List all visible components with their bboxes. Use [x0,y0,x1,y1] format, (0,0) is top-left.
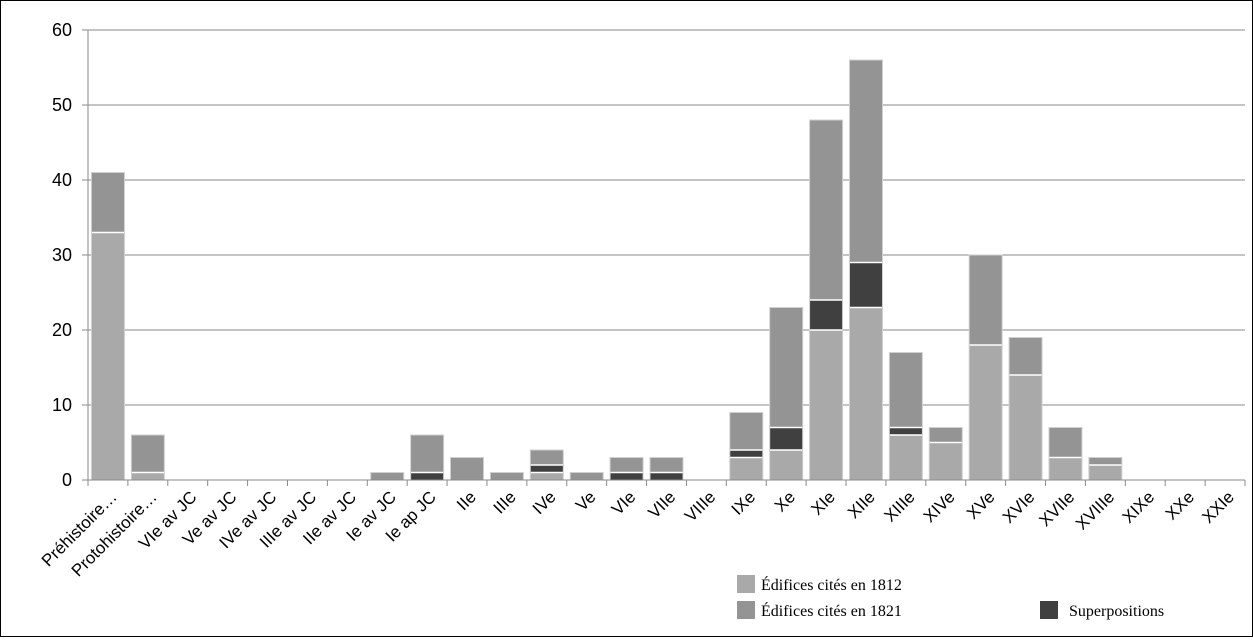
bar-segment [849,60,883,263]
bar-segment [410,472,444,480]
bar-segment [929,427,963,443]
bar-segment [769,307,803,428]
legend-swatch-1821 [737,601,755,619]
bar-segment [530,450,564,465]
bar-segment [849,262,883,308]
y-tick-label: 10 [52,395,72,415]
y-tick-labels: 0 10 20 30 40 50 60 [52,20,72,490]
bar-segment [610,457,644,473]
bar-segment [530,465,564,473]
y-tick-label: 50 [52,95,72,115]
legend-label-1821: Édifices cités en 1821 [761,601,902,620]
bar-segment [610,472,644,480]
bar-segment [1088,465,1122,480]
legend-swatch-superpositions [1040,601,1058,619]
bar-segment [889,427,923,435]
bar-segment [1048,457,1082,480]
bar-segment [91,232,125,480]
y-tick-label: 0 [62,470,72,490]
bar-segment [650,457,683,473]
y-tick-label: 60 [52,20,72,40]
bar-segment [410,435,444,473]
bar-segment [450,457,484,480]
bar-segment [91,172,125,233]
bar-segment [809,330,843,480]
bar-segment [1088,457,1122,465]
legend: Édifices cités en 1812 Édifices cités en… [737,575,1164,620]
bar-segment [809,300,843,330]
bar-segment [969,345,1003,480]
bar-segment [729,457,763,480]
bar-segment [969,255,1003,345]
bar-segment [1009,375,1043,480]
bar-segment [889,435,923,480]
bar-segment [769,450,803,480]
bar-segment [809,120,843,300]
bar-segment [131,435,165,473]
bar-segment [849,307,883,480]
legend-swatch-1812 [737,575,755,593]
y-tick-label: 40 [52,170,72,190]
legend-label-1812: Édifices cités en 1812 [761,575,902,594]
bar-segment [370,472,404,480]
gridlines [88,29,1245,406]
bar-segment [131,472,165,480]
y-tick-label: 30 [52,245,72,265]
bar-segment [729,412,763,450]
legend-label-superpositions: Superpositions [1069,603,1164,620]
axes-group [82,29,1246,486]
bar-segment [889,352,923,428]
bars-group [90,59,1123,481]
y-tick-label: 20 [52,320,72,340]
bar-segment [530,472,564,480]
bar-segment [929,442,963,480]
bar-segment [1009,337,1043,375]
bar-segment [769,427,803,450]
bar-segment [729,450,763,458]
bar-segment [570,472,604,480]
bar-segment [1048,427,1082,458]
bar-segment [650,472,683,480]
bar-segment [490,472,524,480]
